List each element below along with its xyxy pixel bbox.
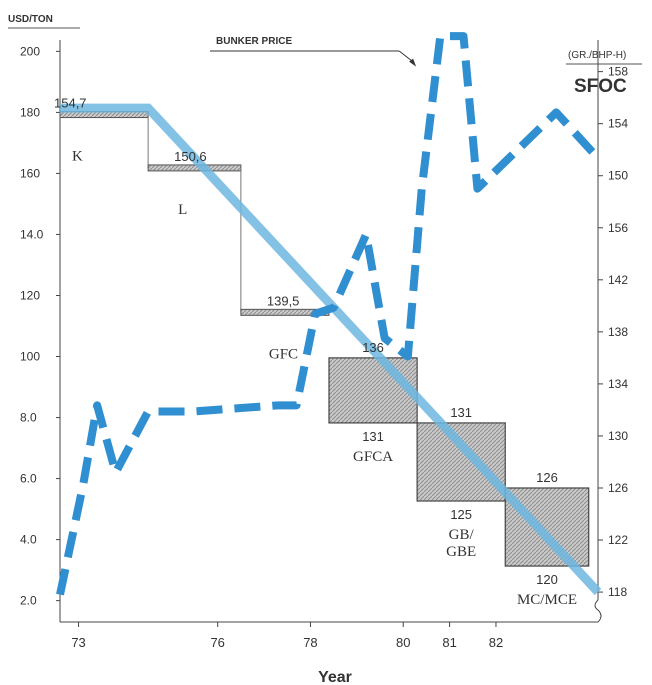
step-labels-layer: 154,7 K 150,6 L 139,5 GFC 136 131 GFCA 131 125 GB/G… bbox=[54, 96, 577, 608]
engine-range-box bbox=[328, 357, 418, 424]
box-engine-label: MC/MCE bbox=[517, 592, 577, 608]
left-axis-tick-label: 180 bbox=[20, 105, 40, 119]
left-axis-tick-label: 100 bbox=[20, 350, 40, 364]
step-engine-label: L bbox=[178, 202, 187, 218]
right-axis-tick-label: 118 bbox=[608, 585, 627, 599]
x-axis-tick-label: 73 bbox=[71, 635, 85, 650]
left-axis-tick-label: 120 bbox=[20, 288, 40, 302]
step-sfoc-label: 150,6 bbox=[174, 149, 207, 164]
left-axis-tick-label: 200 bbox=[20, 44, 40, 58]
right-axis-tick-label: 154 bbox=[608, 117, 628, 131]
right-axis-tick-label: 142 bbox=[608, 273, 628, 287]
box-engine-label: GB/ bbox=[449, 527, 475, 543]
box-sfoc-bottom-label: 125 bbox=[450, 507, 472, 522]
box-sfoc-top-label: 126 bbox=[536, 470, 558, 485]
step-engine-label: K bbox=[72, 149, 83, 165]
engine-range-box bbox=[416, 422, 506, 502]
right-axis-tick-label: 130 bbox=[608, 429, 628, 443]
right-axis-unit-label: (GR./BHP-H) bbox=[568, 50, 626, 61]
box-engine-label: GBE bbox=[446, 544, 476, 560]
right-axis-tick-label: 138 bbox=[608, 325, 628, 339]
box-sfoc-top-label: 136 bbox=[362, 340, 384, 355]
bunker-price-line bbox=[56, 32, 601, 596]
engine-steps-layer bbox=[59, 111, 590, 567]
left-axis-tick-label: 4.0 bbox=[20, 533, 37, 547]
box-engine-label: GFCA bbox=[353, 449, 393, 465]
x-axis-tick-label: 76 bbox=[210, 635, 224, 650]
box-sfoc-top-label: 131 bbox=[450, 405, 472, 420]
x-axis-tick-label: 78 bbox=[303, 635, 317, 650]
left-axis-tick-label: 14.0 bbox=[20, 227, 44, 241]
right-axis-tick-label: 156 bbox=[608, 221, 628, 235]
right-axis-tick-label: 122 bbox=[608, 533, 628, 547]
step-sfoc-label: 139,5 bbox=[267, 293, 300, 308]
bunker-price-annotation: BUNKER PRICE bbox=[216, 36, 292, 47]
box-sfoc-bottom-label: 131 bbox=[362, 429, 384, 444]
x-axis-tick-label: 80 bbox=[396, 635, 410, 650]
right-axis-tick-label: 158 bbox=[608, 65, 628, 79]
left-axis-tick-label: 2.0 bbox=[20, 594, 37, 608]
left-axis-unit-label: USD/TON bbox=[8, 14, 53, 25]
step-sfoc-label: 154,7 bbox=[54, 96, 87, 111]
right-axis-break bbox=[594, 599, 602, 623]
left-axis-tick-label: 8.0 bbox=[20, 411, 37, 425]
annotation-layer: BUNKER PRICE bbox=[210, 36, 417, 67]
x-axis-tick-label: 82 bbox=[489, 635, 503, 650]
annotation-arrowhead bbox=[409, 58, 417, 67]
x-axis-title: Year bbox=[318, 669, 352, 685]
box-sfoc-bottom-label: 120 bbox=[536, 572, 558, 587]
sfoc-trend-line bbox=[60, 103, 602, 596]
series-layer bbox=[56, 32, 602, 596]
right-axis-title: SFOC bbox=[574, 76, 627, 97]
engine-step-bar bbox=[147, 164, 242, 172]
left-axis-tick-label: 6.0 bbox=[20, 472, 37, 486]
right-axis-tick-label: 150 bbox=[608, 169, 628, 183]
right-axis-tick-label: 134 bbox=[608, 377, 628, 391]
left-axis-tick-label: 160 bbox=[20, 166, 40, 180]
x-axis-tick-label: 81 bbox=[442, 635, 456, 650]
step-engine-label: GFC bbox=[269, 346, 298, 362]
right-axis-tick-label: 126 bbox=[608, 481, 628, 495]
axes-layer: 2.0 4.0 6.0 8.0 100 120 14.0 160 180 200 118 122 126… bbox=[20, 40, 628, 650]
